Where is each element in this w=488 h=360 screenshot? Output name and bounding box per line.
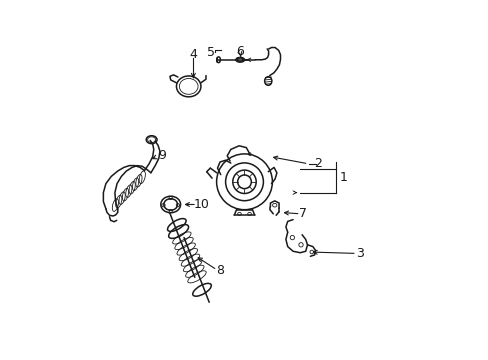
Text: 8: 8: [216, 264, 224, 276]
Text: 2: 2: [314, 157, 322, 170]
Text: 3: 3: [356, 247, 364, 260]
Text: 7: 7: [299, 207, 306, 220]
Text: 5: 5: [207, 46, 215, 59]
Text: 4: 4: [189, 48, 197, 61]
Text: 9: 9: [158, 149, 165, 162]
Text: 6: 6: [236, 45, 244, 58]
Text: 10: 10: [194, 198, 209, 211]
Text: 1: 1: [339, 171, 347, 184]
